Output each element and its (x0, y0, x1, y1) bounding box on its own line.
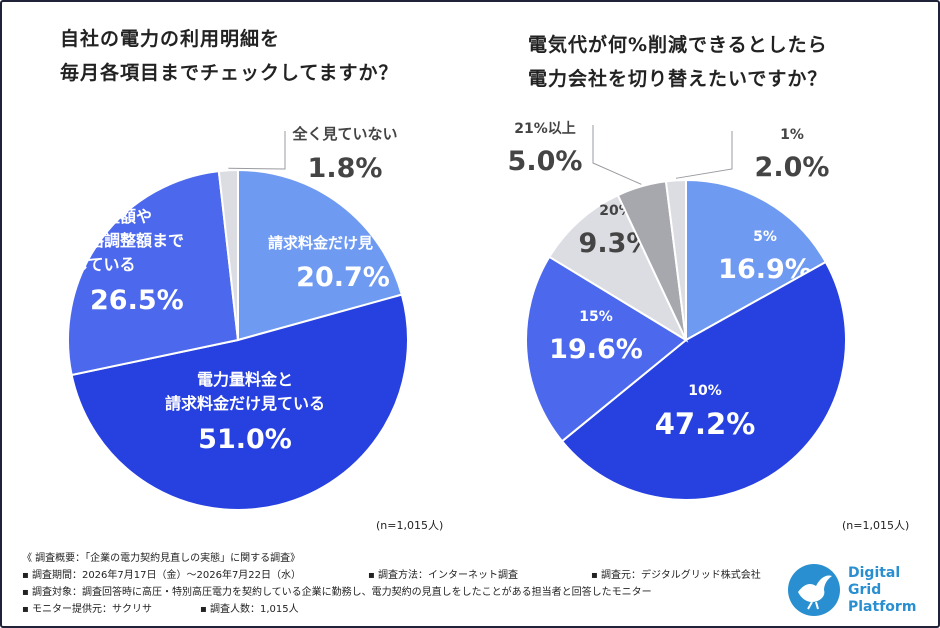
slice-value-label: 2.0% (755, 152, 830, 183)
slice-label: 請求料金だけ見ている (165, 394, 325, 413)
survey-heading: 《 調査概要：「企業の電力契約見直しの実態」に関する調査》 (22, 553, 301, 564)
pie-slice (685, 178, 828, 342)
pie-slice (70, 293, 409, 511)
slice-label: 確認している (40, 255, 136, 274)
leader-line (228, 131, 286, 170)
leader-line (675, 131, 733, 179)
pie-slice (560, 260, 847, 501)
survey-provider: ▪ モニター提供元：サクリサ (22, 604, 152, 615)
chart2-sample-note: (n=1,015人) (842, 519, 910, 532)
slice-value-label: 20.7% (296, 262, 390, 293)
slice-value-label: 5.0% (508, 146, 583, 177)
bird-logo-icon (788, 564, 840, 616)
pie-chart-1: 請求料金だけ見ている20.7%電力量料金と請求料金だけ見ている51.0%燃料費調… (40, 125, 418, 511)
logo-text: Digital Grid Platform (848, 565, 917, 615)
pie-slice (525, 255, 688, 443)
digital-grid-platform-logo: Digital Grid Platform (786, 562, 926, 620)
slice-label: 電力量料金と (197, 370, 293, 389)
slice-label: 燃料費調整額や (40, 207, 152, 226)
slice-value-label: 19.6% (549, 334, 643, 365)
pie-slice (67, 169, 240, 377)
chart2-title: 電気代が何%削減できるとしたら 電力会社を切り替えたいですか？ (528, 34, 828, 90)
pie-slice (664, 178, 687, 341)
survey-source: ▪ 調査元：デジタルグリッド株式会社 (591, 570, 761, 581)
chart1-sample-note: (n=1,015人) (376, 519, 444, 532)
leader-line (592, 125, 642, 185)
survey-method: ▪ 調査方法：インターネット調査 (368, 570, 518, 581)
slice-value-label: 47.2% (655, 407, 756, 441)
slice-label: 15% (579, 309, 613, 325)
survey-target: ▪ 調査対象：調査回答時に高圧・特別高圧電力を契約している企業に勤務し、電力契約… (22, 587, 652, 598)
slice-value-label: 51.0% (198, 424, 292, 455)
slice-value-label: 26.5% (90, 285, 184, 316)
slice-label: 市場価格調整額まで (40, 231, 184, 250)
pie-chart-2: 5%16.9%10%47.2%15%19.6%20%9.3%21%以上5.0%1… (508, 121, 847, 501)
slice-label: 全く見ていない (291, 125, 397, 143)
pie-slice (237, 168, 404, 342)
pie-slice (547, 193, 689, 343)
slice-label: 21%以上 (514, 121, 576, 137)
survey-overview: 《 調査概要：「企業の電力契約見直しの実態」に関する調査》 ▪ 調査期間：202… (22, 550, 761, 618)
survey-period: ▪ 調査期間：2026年7月17日（金）〜2026年7月22日（水） (22, 570, 302, 581)
pie-slice (217, 168, 239, 341)
slice-value-label: 1.8% (308, 153, 383, 184)
slice-label: 1% (780, 127, 804, 143)
slice-label: 5% (753, 229, 777, 245)
slice-label: 10% (688, 383, 722, 399)
slice-label: 請求料金だけ見ている (268, 234, 418, 252)
survey-count: ▪ 調査人数：1,015人 (200, 604, 299, 615)
chart1-title: 自社の電力の利用明細を 毎月各項目までチェックしてますか？ (60, 28, 399, 84)
